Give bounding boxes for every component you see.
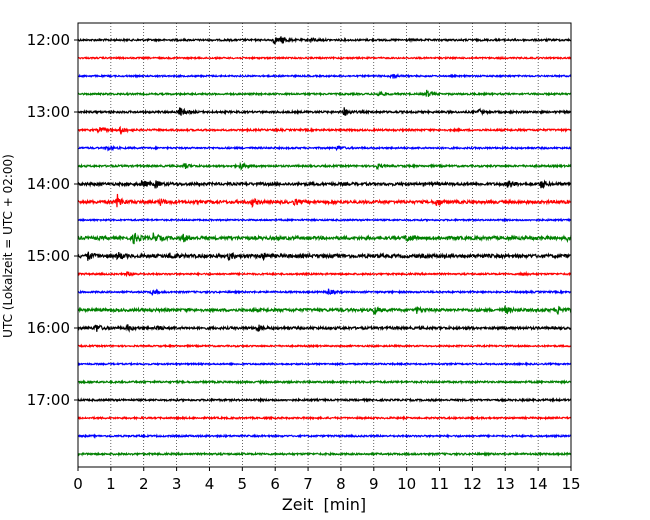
y-tick-label-1500: 15:00 bbox=[27, 247, 70, 265]
x-tick-label-10: 10 bbox=[397, 475, 416, 493]
trace-1745 bbox=[77, 451, 572, 457]
trace-1315 bbox=[77, 125, 572, 135]
trace-group bbox=[77, 36, 572, 457]
x-tick-label-7: 7 bbox=[303, 475, 313, 493]
x-tick-label-3: 3 bbox=[172, 475, 182, 493]
trace-1545 bbox=[77, 305, 572, 316]
x-tick-label-4: 4 bbox=[205, 475, 215, 493]
trace-1415 bbox=[77, 193, 572, 209]
x-tick-label-5: 5 bbox=[238, 475, 248, 493]
y-axis: 12:00 13:00 14:00 15:00 16:00 17:00 bbox=[27, 31, 78, 409]
trace-1530 bbox=[77, 288, 572, 296]
x-tick-label-0: 0 bbox=[73, 475, 83, 493]
trace-1430 bbox=[77, 217, 572, 223]
trace-1200 bbox=[77, 36, 572, 45]
y-tick-label-1200: 12:00 bbox=[27, 31, 70, 49]
trace-1645 bbox=[77, 379, 572, 385]
trace-1345 bbox=[77, 161, 572, 171]
x-tick-label-1: 1 bbox=[106, 475, 116, 493]
trace-1230 bbox=[77, 72, 572, 80]
x-tick-label-8: 8 bbox=[336, 475, 346, 493]
trace-1515 bbox=[77, 270, 572, 278]
trace-1330 bbox=[77, 144, 572, 152]
x-tick-label-13: 13 bbox=[496, 475, 515, 493]
x-tick-label-2: 2 bbox=[139, 475, 149, 493]
trace-1445 bbox=[77, 232, 572, 245]
y-tick-label-1400: 14:00 bbox=[27, 175, 70, 193]
trace-1730 bbox=[77, 433, 572, 439]
x-tick-label-11: 11 bbox=[430, 475, 449, 493]
trace-1400 bbox=[77, 179, 572, 190]
x-tick-label-12: 12 bbox=[463, 475, 482, 493]
x-tick-label-6: 6 bbox=[270, 475, 280, 493]
y-tick-label-1700: 17:00 bbox=[27, 391, 70, 409]
y-axis-label: UTC (Lokalzeit = UTC + 02:00) bbox=[1, 154, 15, 338]
x-tick-label-9: 9 bbox=[369, 475, 379, 493]
y-tick-label-1300: 13:00 bbox=[27, 103, 70, 121]
trace-1500 bbox=[77, 251, 572, 262]
trace-1630 bbox=[77, 361, 572, 367]
trace-1300 bbox=[77, 107, 572, 117]
trace-1700 bbox=[77, 396, 572, 404]
x-tick-label-15: 15 bbox=[561, 475, 580, 493]
plot-frame bbox=[77, 22, 572, 468]
grid-lines bbox=[110, 23, 539, 467]
trace-1215 bbox=[77, 55, 572, 61]
trace-1245 bbox=[77, 89, 572, 97]
trace-1600 bbox=[77, 323, 572, 333]
x-axis: 0 1 2 3 4 5 6 7 8 9 10 11 12 13 14 15 bbox=[73, 467, 581, 493]
x-tick-label-14: 14 bbox=[529, 475, 548, 493]
trace-1615 bbox=[77, 343, 572, 349]
x-axis-label: Zeit [min] bbox=[282, 495, 366, 514]
trace-1715 bbox=[77, 415, 572, 421]
y-tick-label-1600: 16:00 bbox=[27, 319, 70, 337]
